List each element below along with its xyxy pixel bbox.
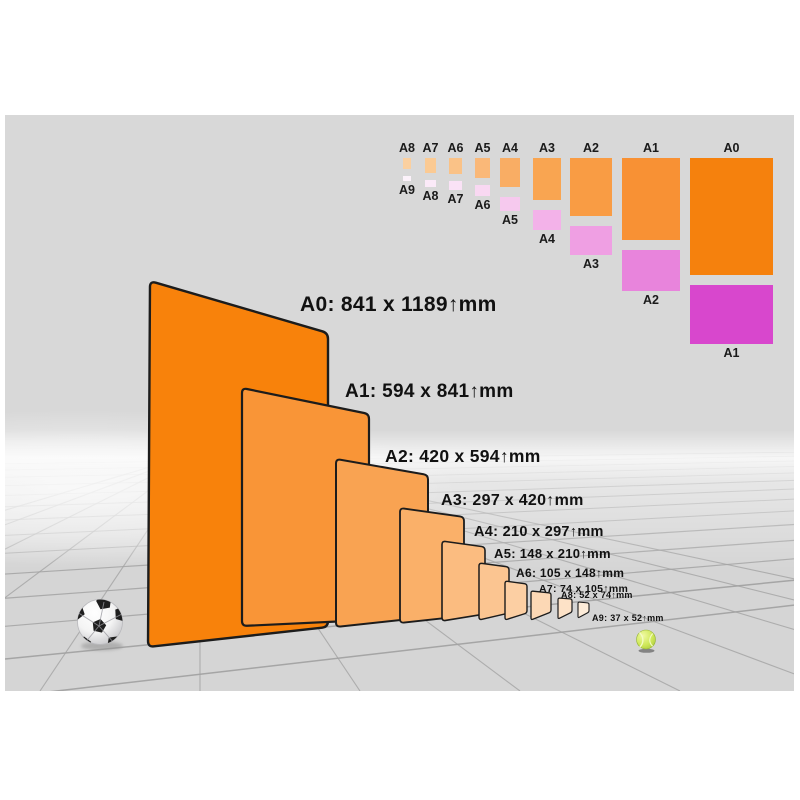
key-portrait-rect: [622, 158, 680, 240]
cascade-label-A6: A6: 105 x 148↑mm: [516, 566, 624, 580]
tennis-ball-icon: [636, 629, 656, 653]
key-portrait-rect: [449, 158, 462, 174]
key-landscape-label: A1: [724, 346, 740, 360]
key-portrait-rect: [533, 158, 561, 200]
key-landscape-rect: [690, 285, 773, 344]
cascade-label-A9: A9: 37 x 52↑mm: [592, 613, 664, 623]
soccer-ball-patch-top: [96, 599, 112, 610]
key-portrait-label: A1: [643, 141, 659, 155]
size-key-column: A1 A2: [622, 141, 680, 307]
size-key-column: A8 A9: [399, 141, 415, 197]
tennis-ball-seam-right: [649, 633, 654, 647]
key-portrait-label: A0: [724, 141, 740, 155]
key-portrait-label: A7: [423, 141, 439, 155]
size-key-column: A7 A8: [423, 141, 439, 203]
soccer-ball-seam: [98, 625, 115, 644]
cascade-label-A1: A1: 594 x 841↑mm: [345, 381, 514, 402]
tennis-ball-shadow: [638, 648, 655, 653]
key-landscape-rect: [449, 181, 462, 190]
cascade-labels: A0: 841 x 1189↑mm A1: 594 x 841↑mm A2: 420…: [300, 293, 664, 623]
key-landscape-label: A4: [539, 232, 555, 246]
key-portrait-label: A3: [539, 141, 555, 155]
key-landscape-label: A5: [502, 213, 518, 227]
cascade-sheet-A6: [504, 580, 528, 621]
key-landscape-rect: [475, 185, 490, 196]
key-portrait-rect: [425, 158, 436, 173]
key-landscape-rect: [500, 197, 520, 211]
tennis-ball-seam-left: [638, 632, 644, 648]
key-landscape-label: A8: [423, 189, 439, 203]
soccer-ball-seam: [98, 613, 123, 627]
size-key-column: A3 A4: [533, 141, 561, 246]
soccer-ball-shadow: [81, 641, 123, 651]
key-portrait-rect: [500, 158, 520, 187]
key-portrait-label: A5: [475, 141, 491, 155]
key-portrait-rect: [570, 158, 612, 216]
cascade-label-A7: A7: 74 x 105↑mm: [539, 583, 628, 595]
key-landscape-label: A2: [643, 293, 659, 307]
key-portrait-rect: [690, 158, 773, 275]
cascade-sheet-A9: [577, 601, 590, 619]
key-landscape-label: A6: [475, 198, 491, 212]
soccer-ball-seam: [98, 601, 105, 627]
key-portrait-label: A8: [399, 141, 415, 155]
key-landscape-label: A3: [583, 257, 599, 271]
key-landscape-label: A7: [448, 192, 464, 206]
size-key-column: A0 A1: [690, 141, 773, 360]
key-portrait-rect: [403, 158, 411, 169]
size-key-column: A4 A5: [500, 141, 520, 227]
key-portrait-rect: [475, 158, 490, 178]
cascade-label-A2: A2: 420 x 594↑mm: [385, 446, 541, 466]
size-key-column: A5 A6: [475, 141, 491, 212]
cascade-label-A8: A8: 52 x 74↑mm: [561, 590, 633, 600]
key-landscape-rect: [622, 250, 680, 291]
size-key-column: A6 A7: [448, 141, 464, 206]
cascade-sheet-A7: [530, 590, 552, 621]
key-portrait-label: A6: [448, 141, 464, 155]
cascade-label-A0: A0: 841 x 1189↑mm: [300, 293, 497, 316]
key-landscape-rect: [533, 210, 561, 230]
cascade-label-A3: A3: 297 x 420↑mm: [441, 492, 584, 509]
key-landscape-rect: [403, 176, 411, 181]
key-portrait-label: A4: [502, 141, 518, 155]
cascade-label-A5: A5: 148 x 210↑mm: [494, 546, 611, 561]
key-landscape-label: A9: [399, 183, 415, 197]
key-portrait-label: A2: [583, 141, 599, 155]
key-landscape-rect: [570, 226, 612, 255]
paper-cascade: [146, 281, 590, 648]
key-landscape-rect: [425, 180, 436, 187]
soccer-ball-seam: [77, 611, 100, 627]
cascade-label-A4: A4: 210 x 297↑mm: [474, 524, 604, 540]
size-key-column: A2 A3: [570, 141, 612, 271]
soccer-ball-seams: [77, 601, 123, 645]
grid-line-horizontal: [50, 604, 794, 691]
soccer-ball-patch-right: [115, 606, 123, 622]
cascade-sheet-A8: [557, 597, 573, 620]
size-key: A8 A9 A7 A8 A6 A7 A5 A6 A4 A5 A3 A4 A2 A3 A1 A2 A0 A1: [399, 141, 773, 360]
